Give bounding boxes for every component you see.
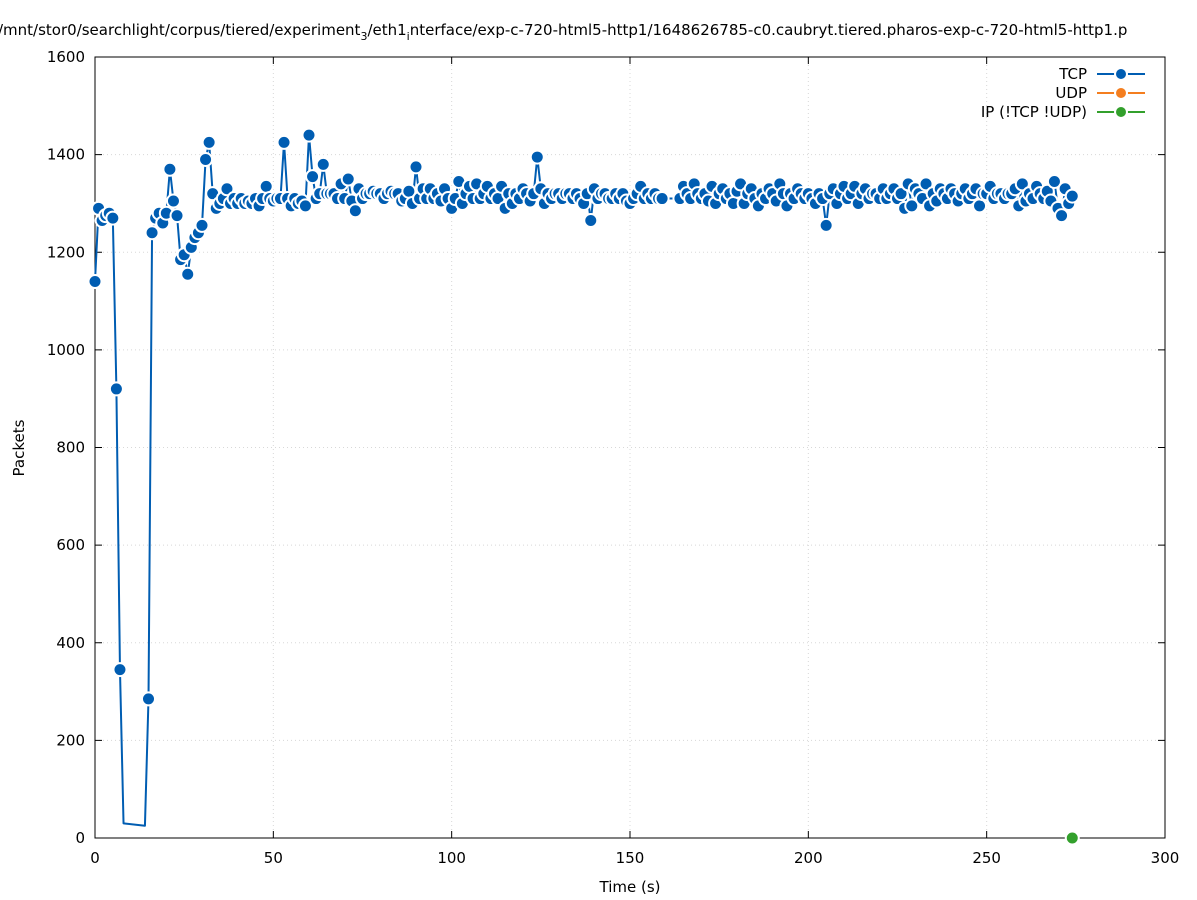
data-point (194, 217, 210, 233)
data-point (144, 225, 160, 241)
tick-labels: 0 50 100 150 200 250 300 0 200 400 600 800 1000 1200 1… (47, 48, 1180, 867)
series-tcp (87, 127, 1080, 827)
data-point (301, 127, 317, 143)
data-point (918, 176, 934, 192)
data-point (972, 198, 988, 214)
y-tick-label: 400 (56, 634, 85, 652)
data-point (818, 217, 834, 233)
data-point (893, 186, 909, 202)
chart-title-mid: /eth1 (367, 21, 406, 39)
data-point (1014, 176, 1030, 192)
legend-entry: IP (!TCP !UDP) (981, 103, 1145, 121)
x-tick-label: 300 (1151, 849, 1180, 867)
y-tick-label: 1400 (47, 146, 85, 164)
data-point (529, 149, 545, 165)
data-point (305, 169, 321, 185)
data-point (258, 178, 274, 194)
y-tick-label: 600 (56, 536, 85, 554)
x-tick-label: 0 (90, 849, 100, 867)
legend-marker (1114, 86, 1128, 100)
chart-title-prefix: /mnt/stor0/searchlight/corpus/tiered/exp… (0, 21, 361, 39)
chart-title-sub1: 3 (360, 30, 367, 43)
legend-label: IP (!TCP !UDP) (981, 103, 1087, 121)
y-tick-label: 1000 (47, 341, 85, 359)
data-point (1064, 830, 1080, 846)
x-tick-label: 100 (437, 849, 466, 867)
data-point (654, 191, 670, 207)
data-point (1064, 188, 1080, 204)
data-point (347, 203, 363, 219)
data-point (180, 266, 196, 282)
data-point (583, 213, 599, 229)
data-point (108, 381, 124, 397)
grid (95, 57, 1165, 838)
data-point (276, 134, 292, 150)
axes (94, 56, 1166, 839)
chart-title: /mnt/stor0/searchlight/corpus/tiered/exp… (0, 21, 1127, 43)
x-tick-label: 150 (616, 849, 645, 867)
data-point (1046, 173, 1062, 189)
data-point (141, 691, 156, 707)
y-axis-title: Packets (10, 419, 28, 476)
data-point (201, 134, 217, 150)
series-ip-tcp-udp (1064, 830, 1080, 846)
legend-label: UDP (1055, 84, 1087, 102)
legend-marker (1114, 67, 1128, 81)
series-layer (87, 127, 1080, 846)
data-point (340, 171, 356, 187)
data-point (297, 198, 313, 214)
data-point (87, 274, 103, 290)
series-line (94, 134, 1074, 827)
x-axis-title: Time (s) (599, 878, 661, 896)
y-tick-label: 0 (75, 829, 85, 847)
legend-label: TCP (1058, 65, 1087, 83)
y-tick-label: 1600 (47, 48, 85, 66)
data-point (162, 161, 178, 177)
chart-title-sub2: i (407, 30, 410, 43)
y-tick-label: 200 (56, 731, 85, 749)
data-point (219, 181, 235, 197)
x-tick-label: 250 (972, 849, 1001, 867)
data-point (198, 152, 214, 168)
data-point (169, 208, 185, 224)
data-point (408, 159, 424, 175)
legend-marker (1114, 105, 1128, 119)
data-point (315, 156, 331, 172)
data-point (165, 193, 181, 209)
legend-entry: TCP (1058, 65, 1145, 83)
y-tick-label: 800 (56, 439, 85, 457)
data-point (1054, 208, 1070, 224)
y-tick-label: 1200 (47, 243, 85, 261)
data-point (105, 210, 121, 226)
x-tick-label: 50 (264, 849, 283, 867)
data-point (112, 662, 128, 678)
legend-entry: UDP (1055, 84, 1145, 102)
chart-title-suffix: nterface/exp-c-720-html5-http1/164862678… (410, 21, 1128, 39)
x-tick-label: 200 (794, 849, 823, 867)
data-point (904, 198, 920, 214)
